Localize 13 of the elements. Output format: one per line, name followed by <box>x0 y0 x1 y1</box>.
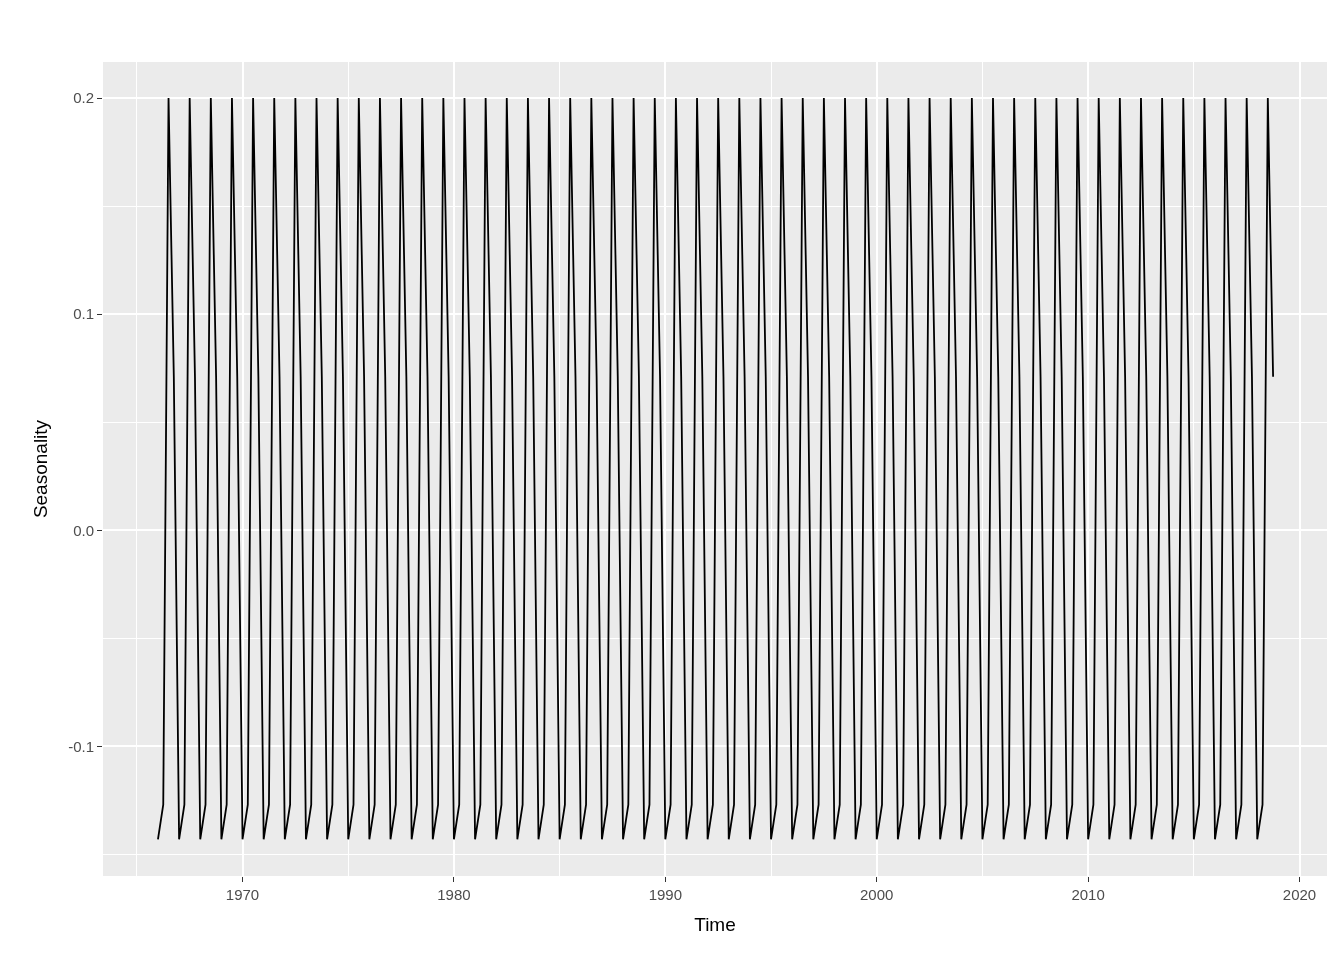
x-tick-label: 2000 <box>860 886 894 903</box>
y-tick-label: 0.0 <box>73 521 94 539</box>
x-tick-label: 2010 <box>1071 886 1105 903</box>
y-axis-title: Seasonality <box>29 419 51 519</box>
y-tick-label: -0.1 <box>68 737 94 755</box>
x-tick-label: 1980 <box>437 886 471 903</box>
line-series <box>157 97 1274 841</box>
x-tick-label: 1970 <box>225 886 260 903</box>
x-tick-label: 2020 <box>1282 886 1317 903</box>
x-tick-label: 1990 <box>648 886 683 903</box>
y-tick-label: 0.1 <box>73 305 94 323</box>
y-tick-label: 0.2 <box>73 89 94 107</box>
x-axis-title: Time <box>694 913 736 935</box>
